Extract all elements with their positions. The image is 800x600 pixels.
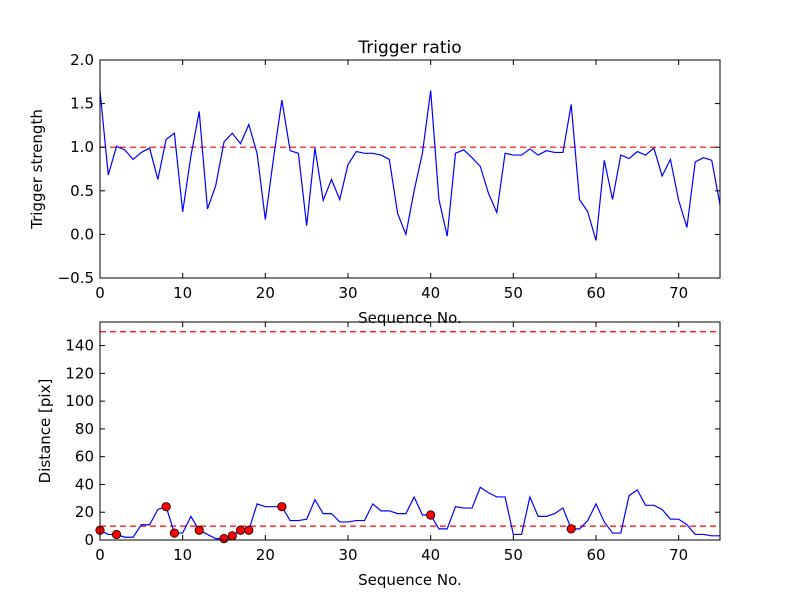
data-point (426, 510, 436, 520)
data-point (169, 528, 179, 538)
x-tick-label: 30 (338, 284, 357, 302)
x-tick-label: 20 (256, 284, 275, 302)
x-axis-label: Sequence No. (358, 571, 462, 589)
y-tick-label: 1.5 (70, 95, 94, 113)
chart-title: Trigger ratio (357, 38, 461, 58)
x-tick-label: 60 (586, 546, 605, 564)
x-tick-label: 70 (669, 546, 688, 564)
x-tick-label: 10 (173, 284, 192, 302)
x-tick-label: 40 (421, 546, 440, 564)
y-tick-label: 1.0 (70, 138, 94, 156)
data-point (235, 525, 246, 535)
data-point (111, 529, 122, 540)
axes-frame (99, 59, 721, 279)
x-axis-label: Sequence No. (358, 309, 462, 327)
data-point (277, 502, 287, 512)
y-tick-label: 140 (65, 337, 94, 355)
y-tick-label: 80 (75, 420, 94, 438)
data-point (566, 524, 576, 534)
x-tick-label: 60 (586, 284, 605, 302)
x-tick-label: 10 (173, 546, 192, 564)
series-line (99, 486, 720, 540)
x-tick-label: 30 (338, 546, 357, 564)
x-tick-label: 20 (256, 546, 275, 564)
data-point (219, 534, 229, 544)
y-tick-label: 40 (75, 475, 94, 493)
data-point (194, 525, 204, 535)
y-tick-label: −0.5 (58, 269, 94, 287)
x-tick-label: 50 (504, 284, 523, 302)
x-tick-label: 40 (421, 284, 440, 302)
y-tick-label: 120 (65, 364, 94, 382)
axes-frame (99, 321, 721, 541)
x-tick-label: 70 (669, 284, 688, 302)
x-tick-label: 0 (95, 546, 105, 564)
data-point (244, 525, 254, 535)
y-tick-label: 60 (75, 448, 94, 466)
data-point (161, 502, 171, 512)
y-tick-label: 0 (84, 531, 94, 549)
y-tick-label: 100 (65, 392, 94, 410)
distance-panel: 0 10 20 30 40 50 60 70 0 20 40 60 80 100 120 140 Distanc… (36, 321, 721, 589)
y-tick-label: 0.5 (70, 182, 94, 200)
y-tick-label: 2.0 (70, 51, 94, 69)
y-axis-label: Trigger strength (28, 109, 46, 230)
y-axis-label: Distance [pix] (36, 379, 54, 484)
x-tick-label: 50 (504, 546, 523, 564)
series-line (99, 90, 721, 241)
x-tick-label: 0 (95, 284, 105, 302)
y-tick-label: 20 (75, 503, 94, 521)
data-point (227, 531, 237, 541)
y-tick-label: 0.0 (70, 225, 94, 243)
